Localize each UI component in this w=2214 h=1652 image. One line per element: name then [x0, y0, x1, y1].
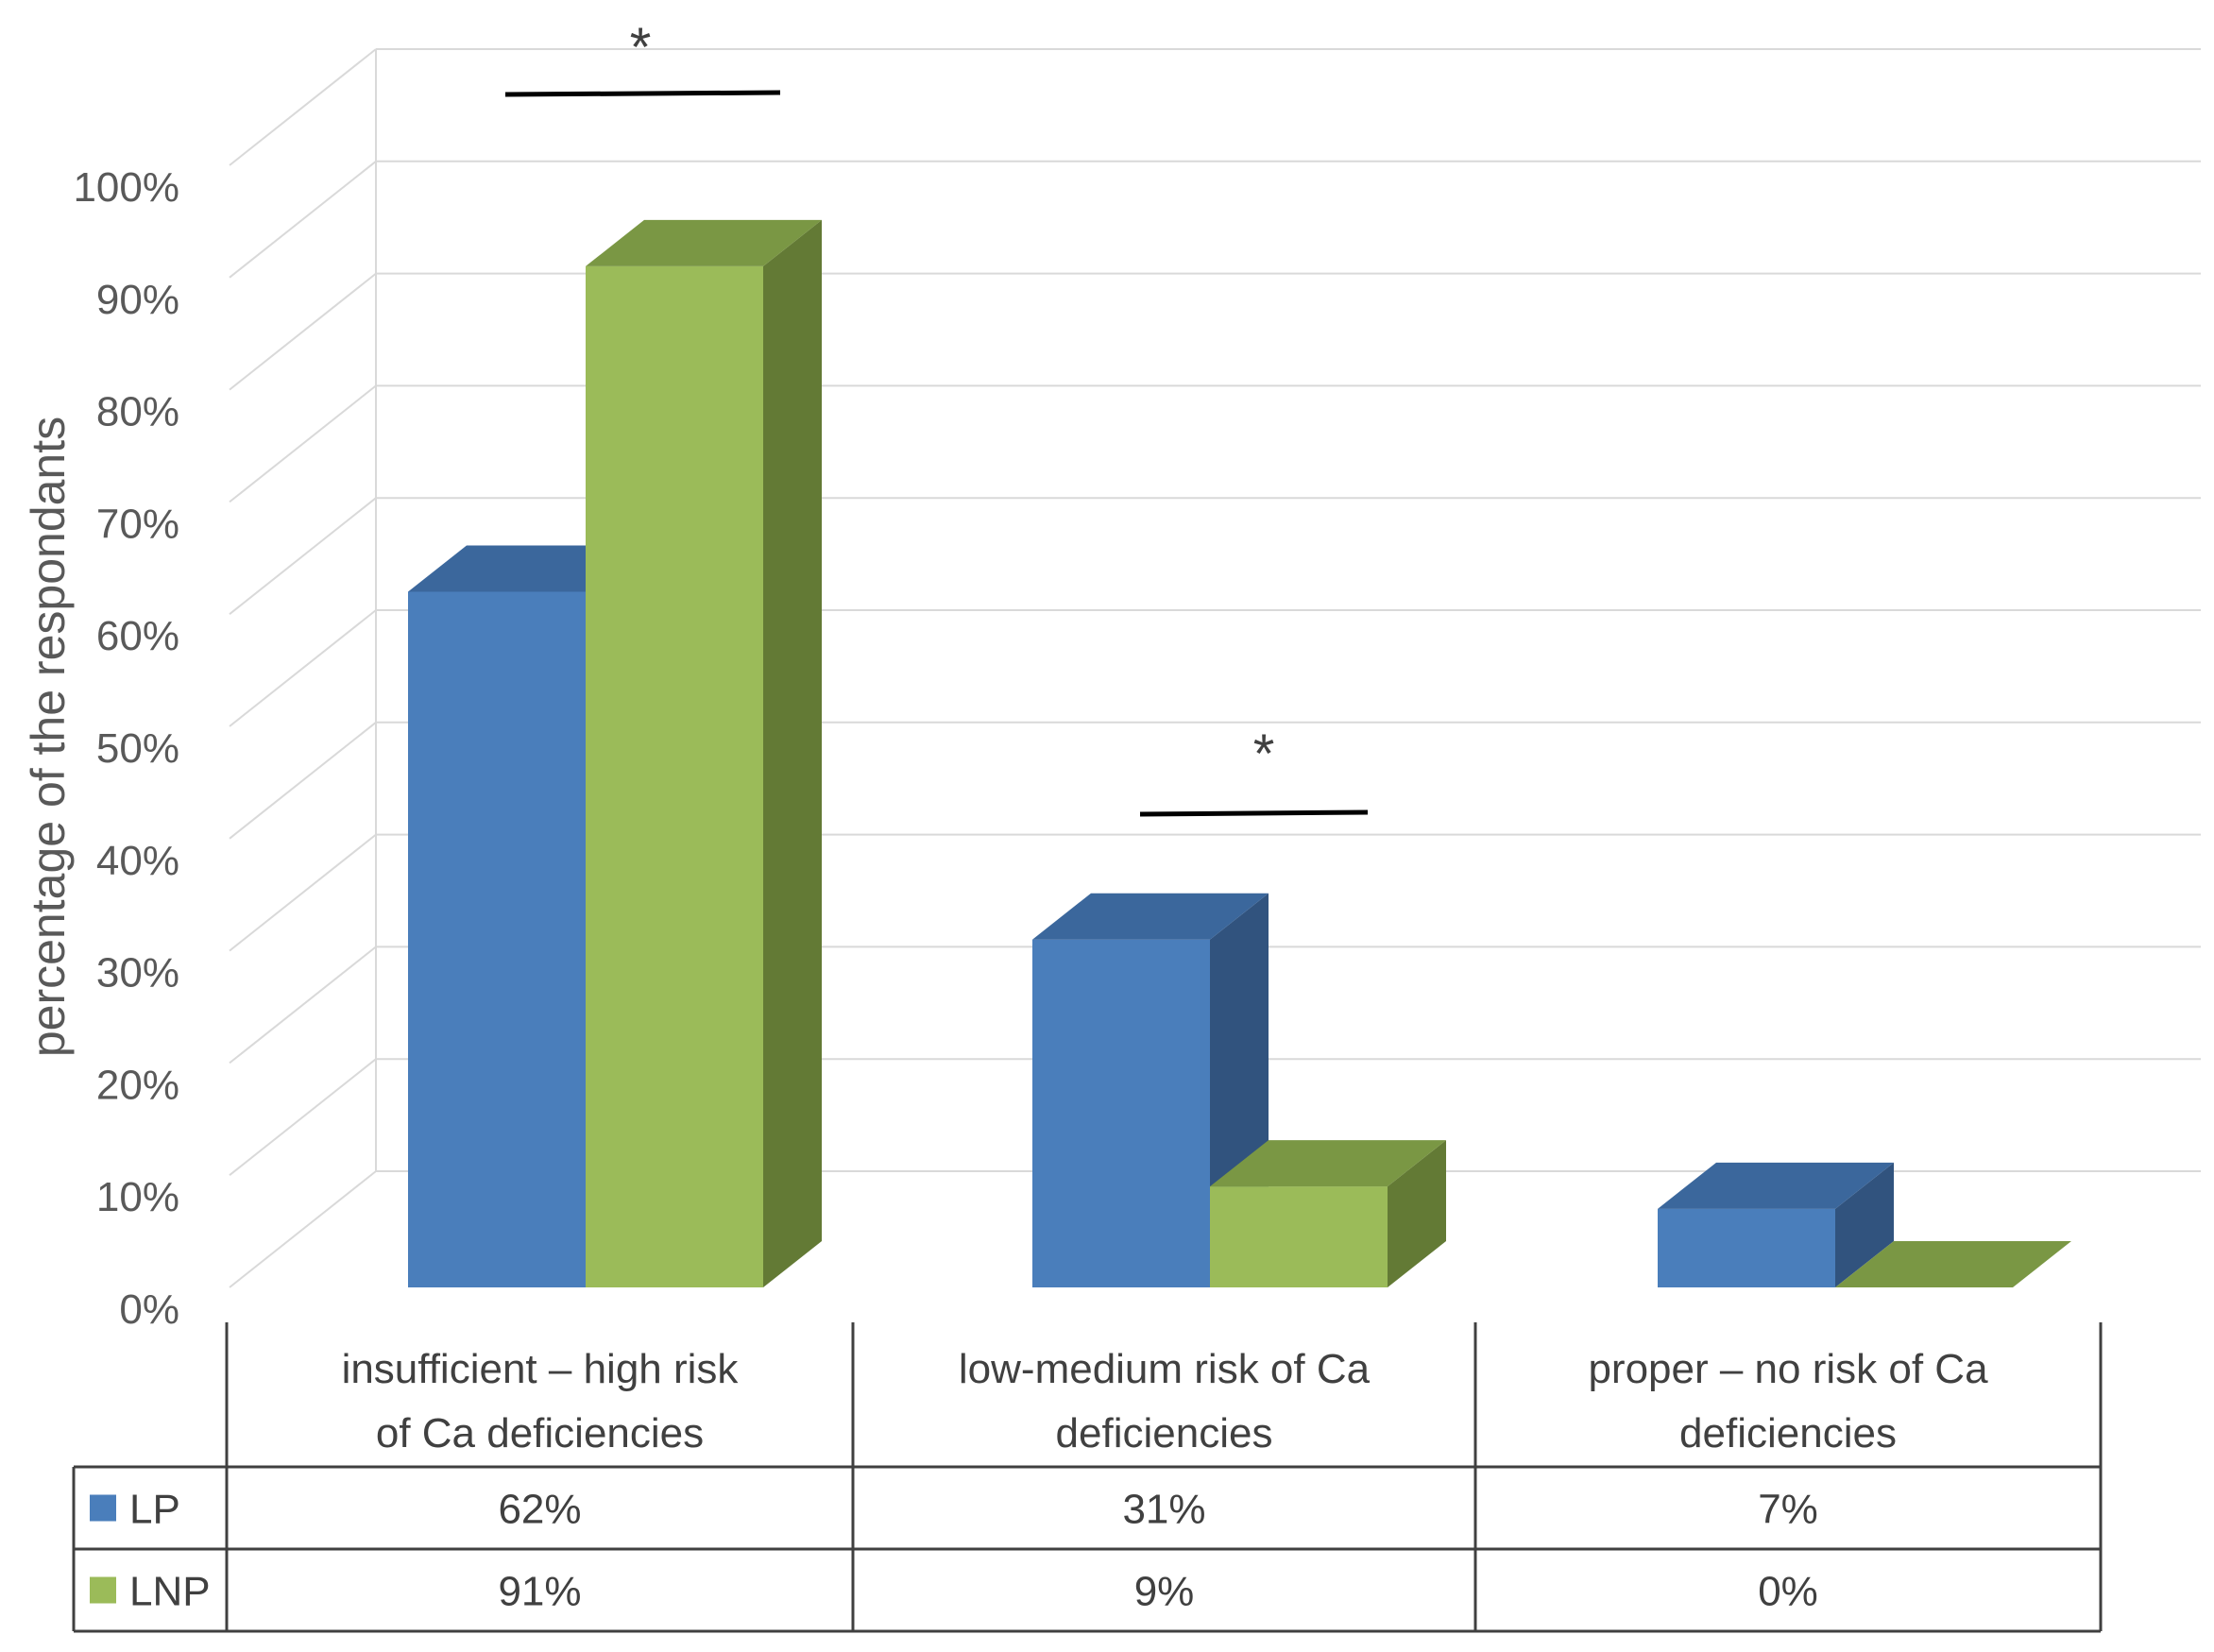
significance-bar [1139, 809, 1369, 817]
y-tick-label: 40% [96, 838, 179, 884]
data-label: 9% [1134, 1569, 1195, 1615]
bar-lnp-2 [1210, 1140, 1446, 1287]
category-label: of Ca deficiencies [376, 1410, 704, 1456]
bar-front [586, 265, 763, 1287]
y-tick-label: 10% [96, 1174, 179, 1220]
gridline-depth [229, 945, 377, 1064]
bar-side [1388, 1140, 1446, 1287]
gridline-depth [229, 384, 377, 503]
bar-front [408, 591, 586, 1287]
bar-front [1210, 1186, 1388, 1287]
data-table: insufficient – high risk of Ca deficienci… [72, 1322, 2103, 1633]
y-tick-label: 20% [96, 1062, 179, 1108]
legend-swatch-lp [90, 1494, 116, 1522]
y-tick-label: 80% [96, 389, 179, 435]
significance-asterisk: * [630, 17, 652, 78]
y-axis-tick-labels: 0% 10% 20% 30% 40% 50% 60% 70% 80% 90% 100% [73, 164, 179, 1333]
gridline-depth [229, 722, 377, 840]
bars [408, 219, 2071, 1287]
gridline-depth [229, 833, 377, 952]
category-label: proper – no risk of Ca [1588, 1346, 1988, 1392]
bar-lp-3 [1658, 1162, 1894, 1287]
bar-side [763, 219, 822, 1287]
y-tick-label: 30% [96, 950, 179, 996]
y-tick-label: 50% [96, 725, 179, 772]
bar-front [1658, 1208, 1835, 1287]
bar-top [1032, 893, 1269, 940]
data-label: 31% [1122, 1487, 1205, 1533]
gridline-depth [229, 609, 377, 727]
significance-asterisk: * [1253, 724, 1275, 785]
legend-label: LNP [129, 1569, 211, 1615]
bar-lnp-3 [1835, 1241, 2071, 1287]
data-label: 0% [1758, 1569, 1818, 1615]
gridline-depth [229, 1170, 377, 1288]
data-label: 7% [1758, 1487, 1818, 1533]
category-label: deficiencies [1679, 1410, 1897, 1456]
bar-top [408, 545, 644, 592]
bar-top [1658, 1162, 1894, 1209]
gridline-depth [229, 272, 377, 391]
y-tick-label: 70% [96, 501, 179, 547]
data-label: 91% [498, 1569, 581, 1615]
gridline-depth [229, 48, 377, 166]
bar-top [1210, 1140, 1446, 1187]
y-tick-label: 100% [73, 164, 179, 211]
category-label: deficiencies [1056, 1410, 1273, 1456]
data-label: 62% [498, 1487, 581, 1533]
y-tick-label: 60% [96, 613, 179, 659]
category-label: low-medium risk of Ca [959, 1346, 1371, 1392]
gridline-depth [229, 497, 377, 615]
significance-markers: ** [504, 17, 1369, 817]
bar-top [586, 219, 822, 266]
gridline-depth [229, 1058, 377, 1176]
legend-label: LP [129, 1487, 180, 1533]
y-axis-title: percentage of the respondants [22, 417, 75, 1057]
category-label: insufficient – high risk [342, 1346, 740, 1392]
y-tick-label: 0% [119, 1286, 179, 1333]
y-tick-label: 90% [96, 277, 179, 323]
bar-side [1835, 1162, 1894, 1287]
bar-lnp-1 [586, 219, 822, 1287]
bar-top [1835, 1241, 2071, 1287]
legend-swatch-lnp [90, 1576, 116, 1604]
gridline-depth [229, 161, 377, 279]
bar-front [1032, 939, 1210, 1287]
significance-bar [504, 90, 781, 97]
